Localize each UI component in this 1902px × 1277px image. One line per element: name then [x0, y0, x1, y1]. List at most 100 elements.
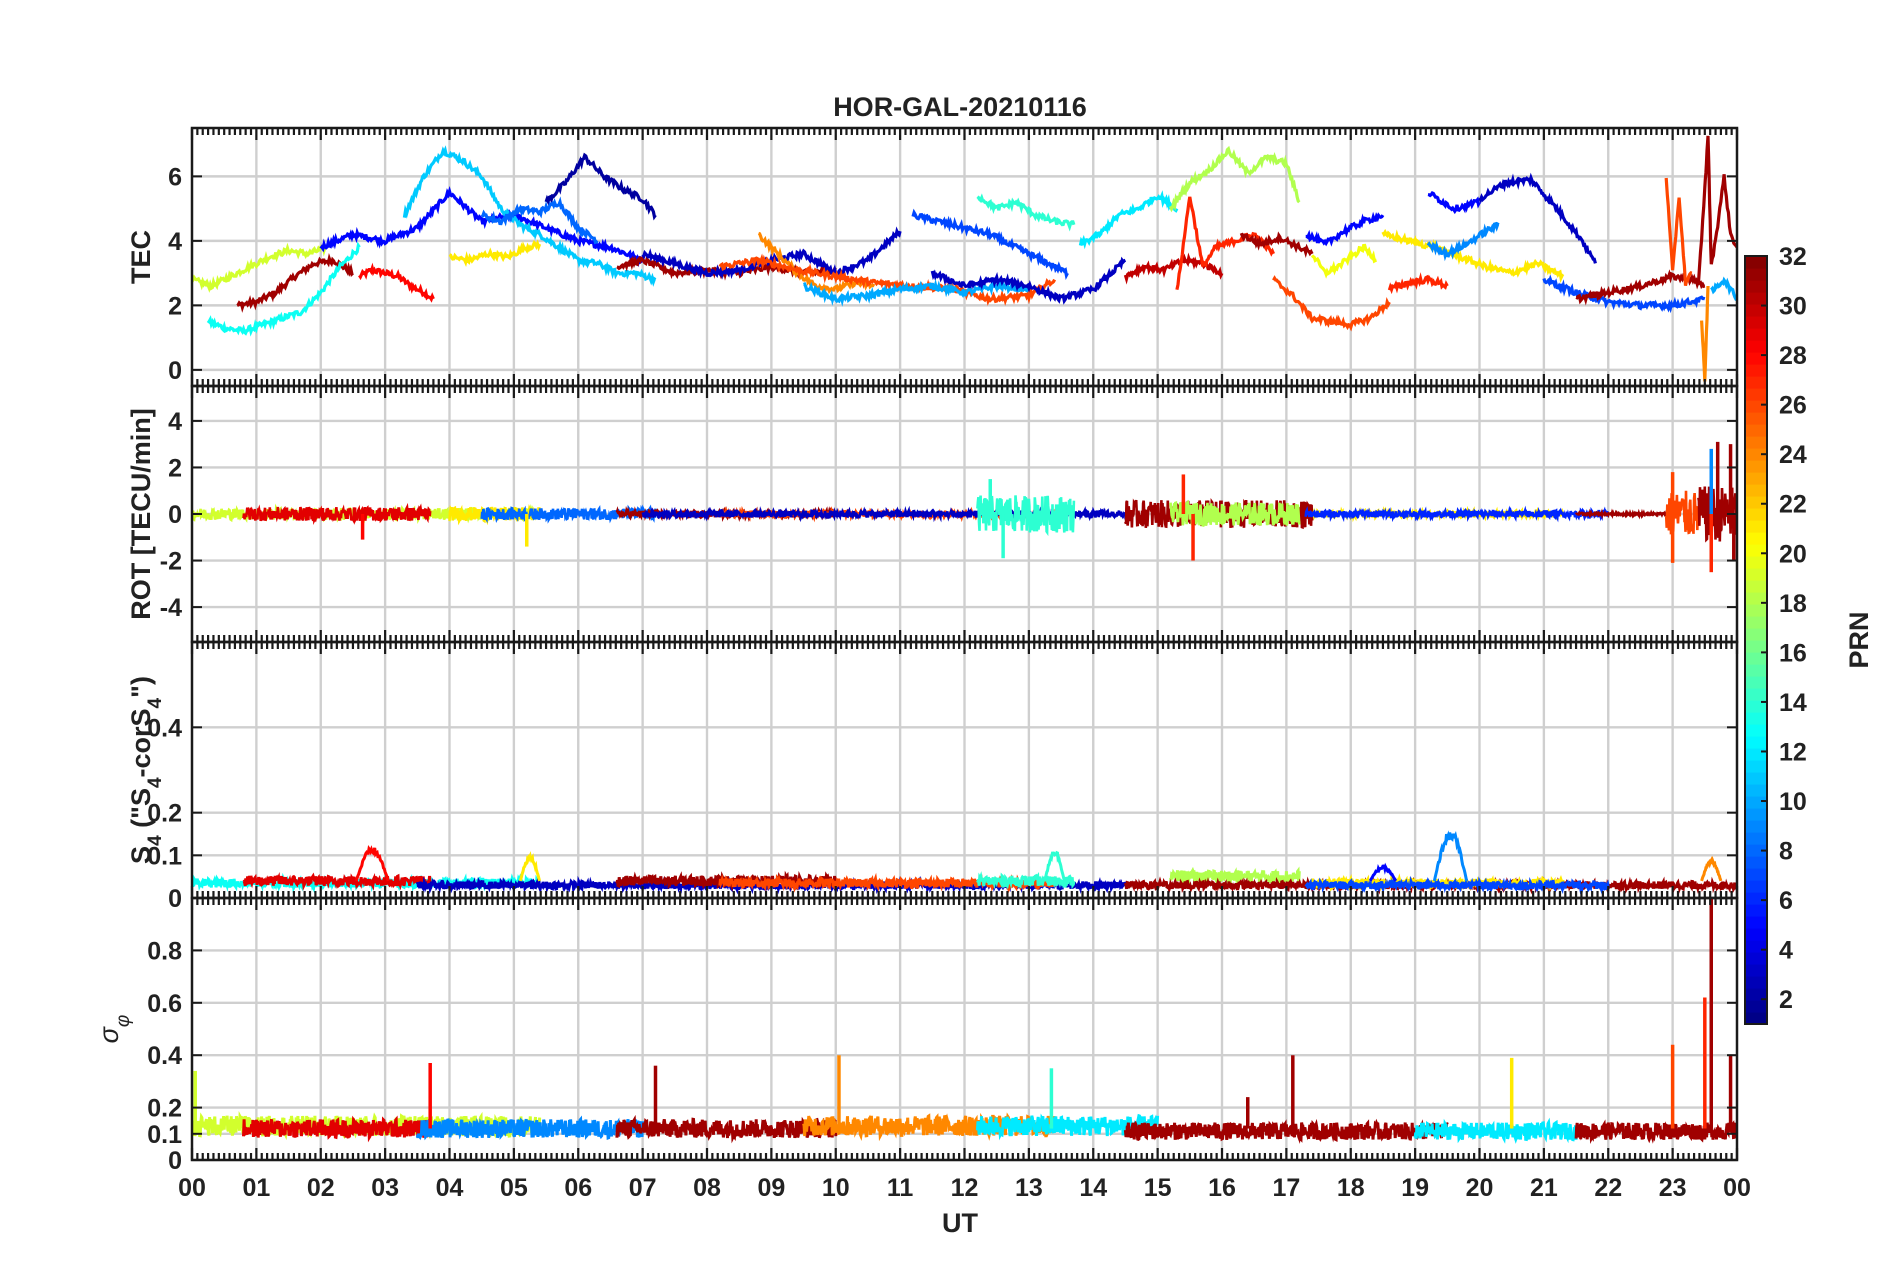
colorbar-swatch-30	[1745, 664, 1767, 677]
x-tick-label-24: 23	[1659, 1174, 1687, 1202]
colorbar-swatch-56	[1745, 352, 1767, 365]
tec-series-23	[1272, 275, 1391, 332]
s4-bump-2	[518, 851, 542, 882]
y-tick-label-4-1: 0	[168, 1147, 182, 1175]
x-tick-label-18: 17	[1272, 1174, 1300, 1202]
tec-series-17	[930, 256, 1127, 305]
x-tick-label-6: 05	[500, 1174, 528, 1202]
x-tick-label-10: 09	[757, 1174, 785, 1202]
rot-series-8	[976, 495, 1076, 537]
colorbar-swatch-17	[1745, 820, 1767, 833]
x-tick-label-2: 01	[242, 1174, 270, 1202]
x-tick-label-22: 21	[1530, 1174, 1558, 1202]
y-tick-label-2-5: 4	[168, 408, 182, 436]
colorbar-swatch-41	[1745, 532, 1767, 545]
tec-series-33	[1664, 177, 1693, 287]
colorbar-tick-label-11: 22	[1779, 491, 1807, 519]
colorbar-swatch-59	[1745, 316, 1767, 329]
colorbar-swatch-15	[1745, 844, 1767, 857]
colorbar-tick-label-4: 8	[1779, 838, 1793, 866]
colorbar-tick-label-1: 2	[1779, 986, 1793, 1014]
minor-ticks-panel-4	[190, 1148, 1739, 1160]
x-tick-label-13: 12	[951, 1174, 979, 1202]
colorbar-tick-label-15: 30	[1779, 293, 1807, 321]
x-tick-label-14: 13	[1015, 1174, 1043, 1202]
y-tick-label-3-1: 0	[168, 885, 182, 913]
s4-bump-1	[354, 844, 390, 882]
colorbar-swatch-13	[1745, 868, 1767, 881]
colorbar-frame	[1744, 255, 1768, 1025]
s4-bump-4	[1368, 862, 1398, 882]
colorbar-swatch-48	[1745, 448, 1767, 461]
colorbar-swatch-62	[1745, 280, 1767, 293]
tec-series-5	[319, 185, 644, 268]
colorbar-swatch-47	[1745, 460, 1767, 473]
s4-bump-6	[1700, 855, 1723, 882]
colorbar-swatch-27	[1745, 700, 1767, 713]
tec-series-6	[402, 145, 657, 287]
colorbar-swatch-12	[1745, 880, 1767, 893]
y-tick-label-4-6: 0.8	[147, 937, 182, 965]
colorbar-swatch-44	[1745, 496, 1767, 509]
colorbar-swatch-55	[1745, 364, 1767, 377]
x-tick-label-21: 20	[1466, 1174, 1494, 1202]
baseline-series-4	[615, 1114, 838, 1144]
y-tick-label-4-5: 0.6	[147, 990, 182, 1018]
colorbar-swatch-50	[1745, 424, 1767, 437]
colorbar-swatch-49	[1745, 436, 1767, 449]
colorbar-swatch-32	[1745, 640, 1767, 653]
colorbar-swatch-9	[1745, 916, 1767, 929]
tec-series-31	[1542, 274, 1706, 314]
tec-series-20	[1175, 196, 1275, 291]
y-tick-label-2-2: -2	[160, 548, 182, 576]
colorbar-tick-label-13: 26	[1779, 392, 1807, 420]
colorbar-swatch-16	[1745, 832, 1767, 845]
colorbar-swatch-3	[1745, 988, 1767, 1001]
x-tick-label-1: 00	[178, 1174, 206, 1202]
baseline-series-5	[718, 872, 1057, 893]
tec-series-34	[1696, 135, 1737, 285]
colorbar-swatch-20	[1745, 784, 1767, 797]
tec-series-14	[803, 278, 1031, 307]
tec-series-7	[448, 239, 542, 268]
colorbar-swatch-35	[1745, 604, 1767, 617]
x-tick-label-11: 10	[822, 1174, 850, 1202]
colorbar-swatch-46	[1745, 472, 1767, 485]
tec-series-9	[480, 196, 599, 245]
colorbar-swatch-8	[1745, 928, 1767, 941]
colorbar-swatch-38	[1745, 568, 1767, 581]
tec-series-18	[1078, 190, 1179, 250]
colorbar-swatch-60	[1745, 304, 1767, 317]
y-axis-label-1: TEC	[126, 230, 156, 284]
minor-ticks-panel-4	[190, 898, 1739, 910]
colorbar-swatch-39	[1745, 556, 1767, 569]
colorbar-swatch-42	[1745, 520, 1767, 533]
tec-series-16	[976, 193, 1076, 232]
baseline-series-7	[1123, 1118, 1449, 1144]
baseline-series-8	[1413, 1117, 1578, 1144]
colorbar-tick-label-8: 16	[1779, 639, 1807, 667]
colorbar-swatch-4	[1745, 976, 1767, 989]
baseline-series-3	[415, 1115, 645, 1141]
y-tick-label-1-3: 4	[168, 228, 182, 256]
colorbar-swatch-19	[1745, 796, 1767, 809]
colorbar-swatch-22	[1745, 760, 1767, 773]
s4-bump-5	[1432, 830, 1469, 882]
colorbar-tick-label-10: 20	[1779, 540, 1807, 568]
s4-bump-3	[1043, 850, 1066, 882]
rot-series-13	[1574, 508, 1674, 520]
tec-series-36	[1710, 276, 1737, 301]
colorbar-swatch-1	[1745, 1012, 1767, 1025]
colorbar-swatch-23	[1745, 748, 1767, 761]
y-tick-label-3-2: 0.1	[147, 842, 182, 870]
x-axis-label: UT	[942, 1208, 978, 1238]
colorbar-swatch-18	[1745, 808, 1767, 821]
x-tick-label-3: 02	[307, 1174, 335, 1202]
y-tick-label-2-4: 2	[168, 454, 182, 482]
colorbar-swatch-6	[1745, 952, 1767, 965]
baseline-series-2	[242, 1115, 432, 1143]
x-tick-label-20: 19	[1401, 1174, 1429, 1202]
y-tick-label-2-3: 0	[168, 501, 182, 529]
tec-series-22	[1239, 231, 1314, 258]
